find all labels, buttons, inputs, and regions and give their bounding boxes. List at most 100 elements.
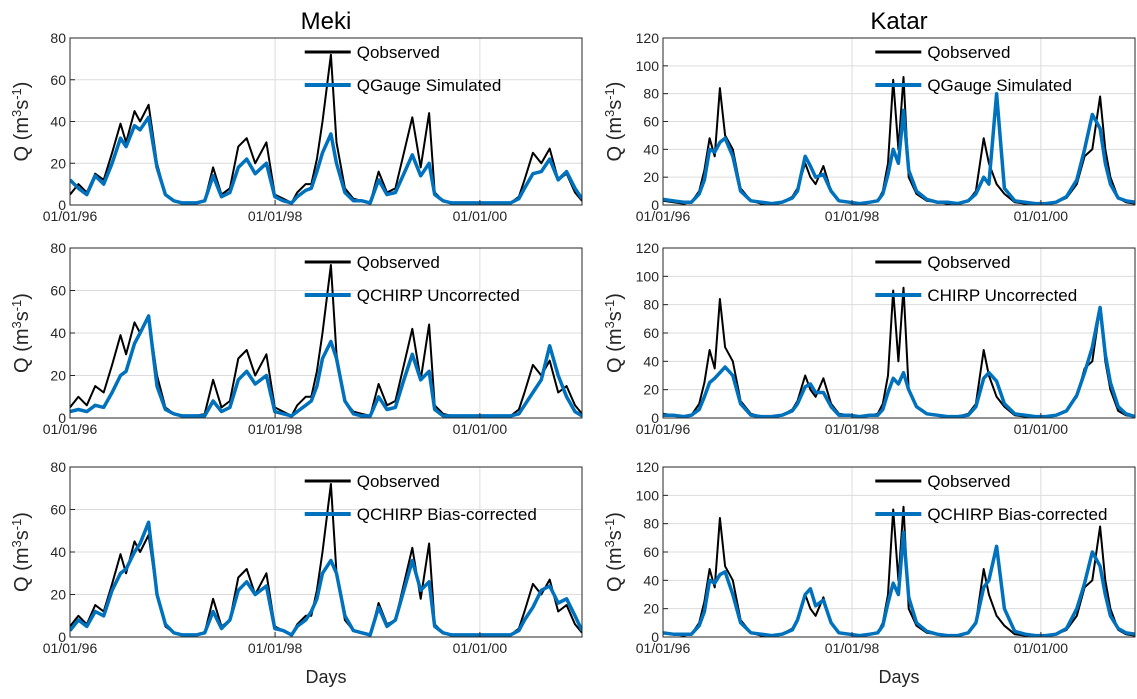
legend-label: Qobserved	[927, 43, 1010, 62]
y-axis-label: Q (m3s-1)	[9, 82, 33, 162]
y-tick-label: 20	[643, 601, 659, 617]
y-tick-label: 80	[643, 86, 659, 102]
x-tick-label: 01/01/00	[453, 208, 508, 224]
legend-label: CHIRP Uncorrected	[927, 286, 1077, 305]
series-line-simulated	[663, 91, 1135, 205]
y-axis-label-part: -1	[9, 88, 24, 100]
y-tick-label: 120	[636, 30, 660, 46]
legend-label: QCHIRP Bias-corrected	[927, 505, 1107, 524]
y-tick-label: 0	[651, 197, 659, 213]
legend-label: QGauge Simulated	[927, 76, 1072, 95]
column-title: Katar	[870, 8, 927, 35]
legend-label: Qobserved	[357, 253, 440, 272]
y-tick-label: 80	[50, 30, 66, 46]
y-tick-label: 20	[50, 587, 66, 603]
y-axis-label-part: )	[11, 293, 33, 300]
y-axis-label-part: Q (m	[11, 548, 33, 592]
y-tick-label: 40	[643, 572, 659, 588]
y-tick-label: 0	[651, 410, 659, 426]
y-axis-label: Q (m3s-1)	[9, 512, 33, 592]
x-tick-label: 01/01/00	[453, 640, 508, 656]
y-axis-label-part: s	[604, 100, 626, 110]
y-tick-label: 0	[58, 410, 66, 426]
y-tick-label: 40	[50, 544, 66, 560]
x-tick-label: 01/01/98	[248, 421, 303, 437]
y-tick-label: 100	[636, 268, 660, 284]
y-tick-label: 40	[643, 141, 659, 157]
y-axis-label-part: )	[604, 293, 626, 300]
x-tick-label: 01/01/96	[636, 421, 691, 437]
y-tick-label: 0	[58, 629, 66, 645]
y-tick-label: 0	[651, 629, 659, 645]
y-tick-label: 80	[50, 459, 66, 475]
x-tick-label: 01/01/98	[825, 640, 880, 656]
y-axis-label-part: Q (m	[11, 117, 33, 161]
series-line-simulated	[663, 530, 1135, 637]
x-tick-label: 01/01/98	[248, 208, 303, 224]
y-tick-label: 100	[636, 487, 660, 503]
y-axis-label-part: Q (m	[604, 117, 626, 161]
subplot-meki-1: 0 20 40 60 80 01/01/96 01/01/98 01/01/00 Q (m3s-…	[9, 30, 583, 224]
y-axis-label-part: 3	[9, 540, 24, 547]
y-tick-label: 100	[636, 58, 660, 74]
y-axis-label-part: -1	[602, 300, 617, 312]
y-tick-label: 80	[643, 516, 659, 532]
legend-label: Qobserved	[927, 253, 1010, 272]
y-axis-label: Q (m3s-1)	[602, 293, 626, 373]
x-tick-label: 01/01/00	[453, 421, 508, 437]
legend-label: Qobserved	[357, 472, 440, 491]
subplot-meki-2: 0 20 40 60 80 01/01/96 01/01/98 01/01/00 Q (m3s-…	[9, 240, 583, 437]
legend-label: Qobserved	[927, 472, 1010, 491]
y-axis-label-part: s	[11, 100, 33, 110]
y-tick-label: 40	[50, 114, 66, 130]
subplot-meki-3: 0 20 40 60 80 01/01/96 01/01/98 01/01/00 Q (m3s-…	[9, 459, 583, 687]
y-axis-label: Q (m3s-1)	[9, 293, 33, 373]
y-axis-label-part: Q (m	[11, 329, 33, 373]
legend-label: QGauge Simulated	[357, 76, 502, 95]
y-axis-label-part: -1	[602, 88, 617, 100]
y-tick-label: 60	[643, 544, 659, 560]
legend-label: Qobserved	[357, 43, 440, 62]
y-tick-label: 60	[50, 283, 66, 299]
y-axis-label-part: 3	[602, 321, 617, 328]
x-axis-label: Days	[305, 667, 346, 687]
legend-label: QCHIRP Uncorrected	[357, 286, 520, 305]
x-tick-label: 01/01/96	[43, 640, 98, 656]
y-axis-label-part: )	[11, 82, 33, 89]
x-tick-label: 01/01/98	[825, 421, 880, 437]
y-tick-label: 60	[643, 325, 659, 341]
x-tick-label: 01/01/00	[1014, 421, 1069, 437]
y-tick-label: 20	[50, 155, 66, 171]
x-tick-label: 01/01/96	[43, 421, 98, 437]
y-tick-label: 120	[636, 240, 660, 256]
series-line-simulated	[70, 314, 582, 418]
y-axis-label-part: s	[604, 311, 626, 321]
x-tick-label: 01/01/00	[1014, 208, 1069, 224]
y-axis-label: Q (m3s-1)	[602, 82, 626, 162]
y-tick-label: 60	[643, 114, 659, 130]
y-axis-label-part: Q (m	[604, 548, 626, 592]
x-tick-label: 01/01/96	[636, 208, 691, 224]
y-axis-label-part: 3	[602, 540, 617, 547]
x-tick-label: 01/01/00	[1014, 640, 1069, 656]
y-tick-label: 80	[643, 297, 659, 313]
series-line-simulated	[70, 115, 582, 205]
column-title: Meki	[301, 8, 352, 35]
y-tick-label: 120	[636, 459, 660, 475]
subplot-katar-1: 0 20 40 60 80 100 120 01/01/96 01/01/98 01/01/00 Q…	[602, 30, 1136, 224]
y-tick-label: 0	[58, 197, 66, 213]
y-axis-label-part: 3	[602, 110, 617, 117]
y-tick-label: 40	[643, 353, 659, 369]
y-axis-label: Q (m3s-1)	[602, 512, 626, 592]
y-axis-label-part: -1	[9, 519, 24, 531]
subplot-katar-2: 0 20 40 60 80 100 120 01/01/96 01/01/98 01/01/00 Q…	[602, 240, 1136, 437]
y-axis-label-part: s	[11, 530, 33, 540]
subplot-katar-3: 0 20 40 60 80 100 120 01/01/96 01/01/98 01/01/00 Q…	[602, 459, 1136, 687]
x-tick-label: 01/01/96	[43, 208, 98, 224]
y-axis-label-part: s	[604, 530, 626, 540]
y-axis-label-part: 3	[9, 110, 24, 117]
y-tick-label: 40	[50, 325, 66, 341]
y-axis-label-part: )	[604, 82, 626, 89]
